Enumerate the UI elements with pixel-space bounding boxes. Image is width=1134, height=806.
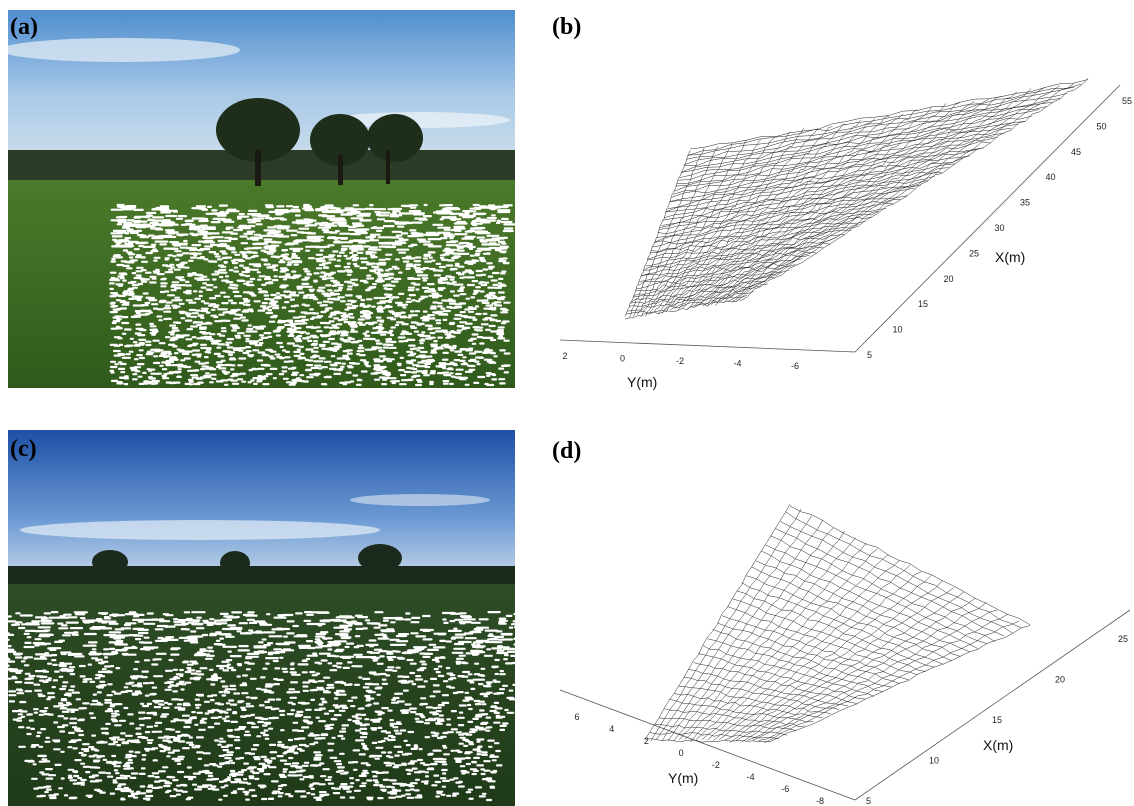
y-tick-label: 4: [609, 724, 614, 734]
x-tick-label: 50: [1097, 121, 1107, 131]
x-tick-label: 45: [1071, 147, 1081, 157]
photo-a: [0, 10, 516, 388]
y-tick-label: 2: [644, 736, 649, 746]
y-tick-label: -6: [791, 361, 799, 371]
x-axis-line: [855, 85, 1120, 352]
y-tick-label: 2: [562, 351, 567, 361]
x-tick-label: 40: [1046, 172, 1056, 182]
x-tick-label: 5: [867, 350, 872, 360]
surface-mesh: [645, 504, 1030, 743]
y-tick-label: -8: [816, 796, 824, 806]
y-axis-label: Y(m): [668, 770, 698, 786]
y-tick-label: -6: [781, 784, 789, 794]
figure: (a) (b) (c) (d) X(m) Y(m) X(m) Y(m) 5 10 1…: [0, 0, 1134, 806]
plot-d: [560, 504, 1130, 800]
panel-label: (c): [10, 436, 37, 462]
x-tick-label: 20: [944, 274, 954, 284]
surface-mesh: [625, 78, 1088, 319]
y-axis-label: Y(m): [627, 374, 657, 390]
x-tick-label: 55: [1122, 96, 1132, 106]
x-axis-label: X(m): [983, 737, 1013, 753]
x-tick-label: 20: [1055, 675, 1065, 685]
x-tick-label: 25: [1118, 634, 1128, 644]
x-axis-line: [855, 610, 1130, 800]
x-tick-label: 35: [1020, 198, 1030, 208]
x-tick-label: 10: [929, 756, 939, 766]
y-tick-label: -2: [712, 760, 720, 770]
y-tick-label: -4: [733, 359, 741, 369]
x-tick-label: 5: [866, 796, 871, 806]
x-tick-label: 15: [918, 299, 928, 309]
panel-label: (d): [552, 438, 581, 464]
y-tick-label: -4: [747, 772, 755, 782]
y-tick-label: 6: [574, 712, 579, 722]
x-tick-label: 25: [969, 248, 979, 258]
y-tick-label: 0: [620, 354, 625, 364]
photo-c: [0, 430, 530, 806]
x-tick-label: 15: [992, 715, 1002, 725]
y-axis-line: [560, 690, 855, 800]
x-tick-label: 10: [893, 325, 903, 335]
panel-label: (a): [10, 14, 38, 40]
y-tick-label: 0: [679, 748, 684, 758]
plot-b: [560, 78, 1120, 352]
panel-label: (b): [552, 14, 581, 40]
y-tick-label: -2: [676, 356, 684, 366]
y-axis-line: [560, 340, 855, 352]
x-tick-label: 30: [995, 223, 1005, 233]
x-axis-label: X(m): [995, 249, 1025, 265]
